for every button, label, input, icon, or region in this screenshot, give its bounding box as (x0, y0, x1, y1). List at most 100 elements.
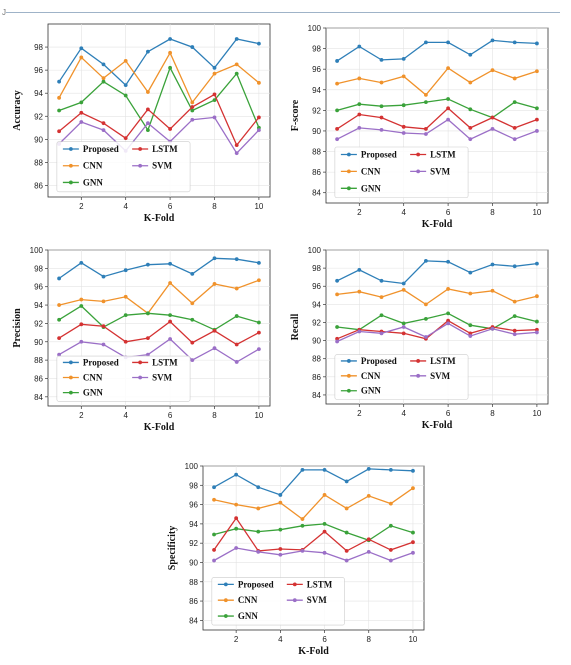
fscore-ytick-label-86: 86 (312, 168, 321, 177)
recall-point-cnn-4 (401, 287, 406, 292)
fscore-point-gnn-10 (535, 106, 539, 111)
recall-line-svm (336, 322, 537, 343)
accuracy-xlabel: K-Fold (144, 213, 175, 224)
specificity-xtick-label-6: 6 (322, 635, 327, 644)
specificity-point-lstm-1 (212, 548, 216, 552)
recall-point-proposed-3 (379, 278, 384, 283)
fscore-ytick-label-96: 96 (312, 65, 321, 74)
specificity-legend-label-proposed: Proposed (238, 579, 274, 589)
specificity-line-proposed (213, 468, 413, 496)
specificity-ytick-label-86: 86 (189, 597, 198, 606)
precision-xtick-label-6: 6 (168, 411, 173, 420)
specificity-xlabel: K-Fold (298, 646, 329, 657)
specificity-legend-label-svm: SVM (307, 595, 328, 605)
accuracy-legend-marker-gnn (68, 180, 73, 185)
recall-point-lstm-9 (512, 328, 517, 333)
accuracy-point-gnn-3 (101, 79, 106, 84)
accuracy-point-svm-10 (257, 128, 261, 133)
recall-point-svm-9 (512, 332, 517, 337)
recall-legend-marker-svm (416, 373, 421, 378)
recall-ytick-label-92: 92 (312, 318, 321, 327)
recall-point-proposed-10 (535, 261, 539, 266)
precision-xtick-label-10: 10 (254, 411, 263, 420)
recall-point-svm-1 (335, 339, 339, 344)
accuracy-point-proposed-3 (101, 62, 106, 67)
recall-legend-label-proposed: Proposed (361, 356, 397, 366)
specificity-point-cnn-6 (322, 493, 327, 497)
specificity-point-cnn-2 (234, 502, 239, 507)
accuracy-point-gnn-8 (212, 98, 217, 103)
recall-point-gnn-4 (401, 321, 406, 326)
recall-line-cnn (337, 288, 538, 306)
fscore-point-svm-2 (357, 125, 362, 130)
accuracy-point-svm-7 (190, 117, 195, 122)
fscore-point-svm-1 (335, 137, 339, 142)
precision-ytick-label-88: 88 (34, 356, 43, 365)
accuracy-point-cnn-1 (57, 95, 61, 100)
specificity-ytick-label-92: 92 (189, 539, 198, 548)
fscore-point-cnn-4 (401, 74, 406, 79)
accuracy-ytick-label-94: 94 (34, 89, 43, 98)
recall-point-gnn-6 (446, 311, 450, 316)
precision-point-gnn-7 (190, 317, 195, 322)
accuracy-ytick-label-86: 86 (34, 181, 43, 190)
fscore-legend-label-gnn: GNN (361, 183, 382, 193)
precision-line-cnn (58, 279, 260, 315)
accuracy-point-proposed-7 (190, 45, 195, 49)
precision-point-gnn-2 (79, 304, 84, 308)
specificity-point-svm-8 (366, 549, 371, 554)
top-rule (6, 12, 560, 13)
fscore-point-proposed-2 (357, 44, 362, 49)
precision-point-proposed-10 (257, 260, 261, 265)
fscore-point-svm-3 (379, 128, 384, 132)
recall-ytick-label-88: 88 (312, 355, 321, 364)
accuracy-point-lstm-1 (57, 129, 61, 134)
fscore-legend-marker-gnn (346, 186, 351, 191)
recall-legend-marker-gnn (346, 388, 351, 393)
fscore-legend-label-cnn: CNN (361, 166, 381, 176)
accuracy-point-gnn-7 (190, 108, 195, 113)
recall-xtick-label-2: 2 (357, 409, 362, 418)
fscore-point-proposed-1 (335, 59, 339, 63)
specificity-ytick-label-98: 98 (189, 481, 198, 490)
accuracy-point-cnn-7 (190, 100, 195, 105)
specificity-legend-marker-svm (292, 598, 297, 603)
precision-point-lstm-4 (123, 339, 128, 344)
precision-point-lstm-2 (79, 322, 84, 327)
precision-point-svm-5 (146, 352, 150, 357)
precision-point-cnn-1 (57, 303, 61, 307)
accuracy-point-cnn-4 (123, 59, 128, 63)
precision-ytick-label-94: 94 (34, 301, 43, 310)
specificity-ytick-label-96: 96 (189, 501, 198, 510)
fscore-point-svm-6 (446, 117, 450, 122)
precision-point-proposed-7 (190, 271, 195, 276)
recall-legend-label-lstm: LSTM (430, 356, 456, 366)
fscore-point-gnn-1 (335, 108, 339, 113)
recall-legend-label-svm: SVM (430, 371, 451, 381)
recall-point-cnn-6 (446, 287, 450, 291)
specificity-ytick-label-90: 90 (189, 558, 198, 567)
precision-legend-label-lstm: LSTM (152, 357, 178, 367)
fscore-chart: 84 86 88 90 92 94 96 98 100 2 4 6 8 10 K-Fold F-score Pr… (290, 24, 549, 230)
specificity-point-lstm-6 (322, 529, 327, 534)
recall-point-cnn-10 (535, 294, 539, 299)
accuracy-point-lstm-2 (79, 110, 84, 115)
accuracy-point-svm-3 (101, 128, 106, 133)
recall-point-cnn-5 (424, 302, 428, 307)
specificity-point-lstm-7 (344, 548, 349, 553)
precision-legend-label-cnn: CNN (83, 373, 103, 383)
specificity-point-proposed-1 (212, 485, 216, 490)
specificity-point-svm-10 (411, 550, 415, 555)
fscore-point-lstm-10 (535, 117, 539, 122)
specificity-point-svm-5 (300, 548, 305, 553)
accuracy-xtick-label-2: 2 (79, 202, 84, 211)
precision-chart: 84 86 88 90 92 94 96 98 100 2 4 6 8 10 K-Fold Precision… (12, 246, 271, 433)
precision-point-gnn-4 (123, 313, 128, 318)
precision-point-lstm-10 (257, 330, 261, 335)
accuracy-point-lstm-4 (123, 136, 128, 141)
fscore-point-cnn-7 (468, 80, 473, 85)
fscore-point-cnn-5 (424, 93, 428, 97)
recall-point-svm-4 (401, 325, 406, 329)
accuracy-point-cnn-3 (101, 76, 106, 81)
fscore-line-gnn (336, 98, 538, 119)
